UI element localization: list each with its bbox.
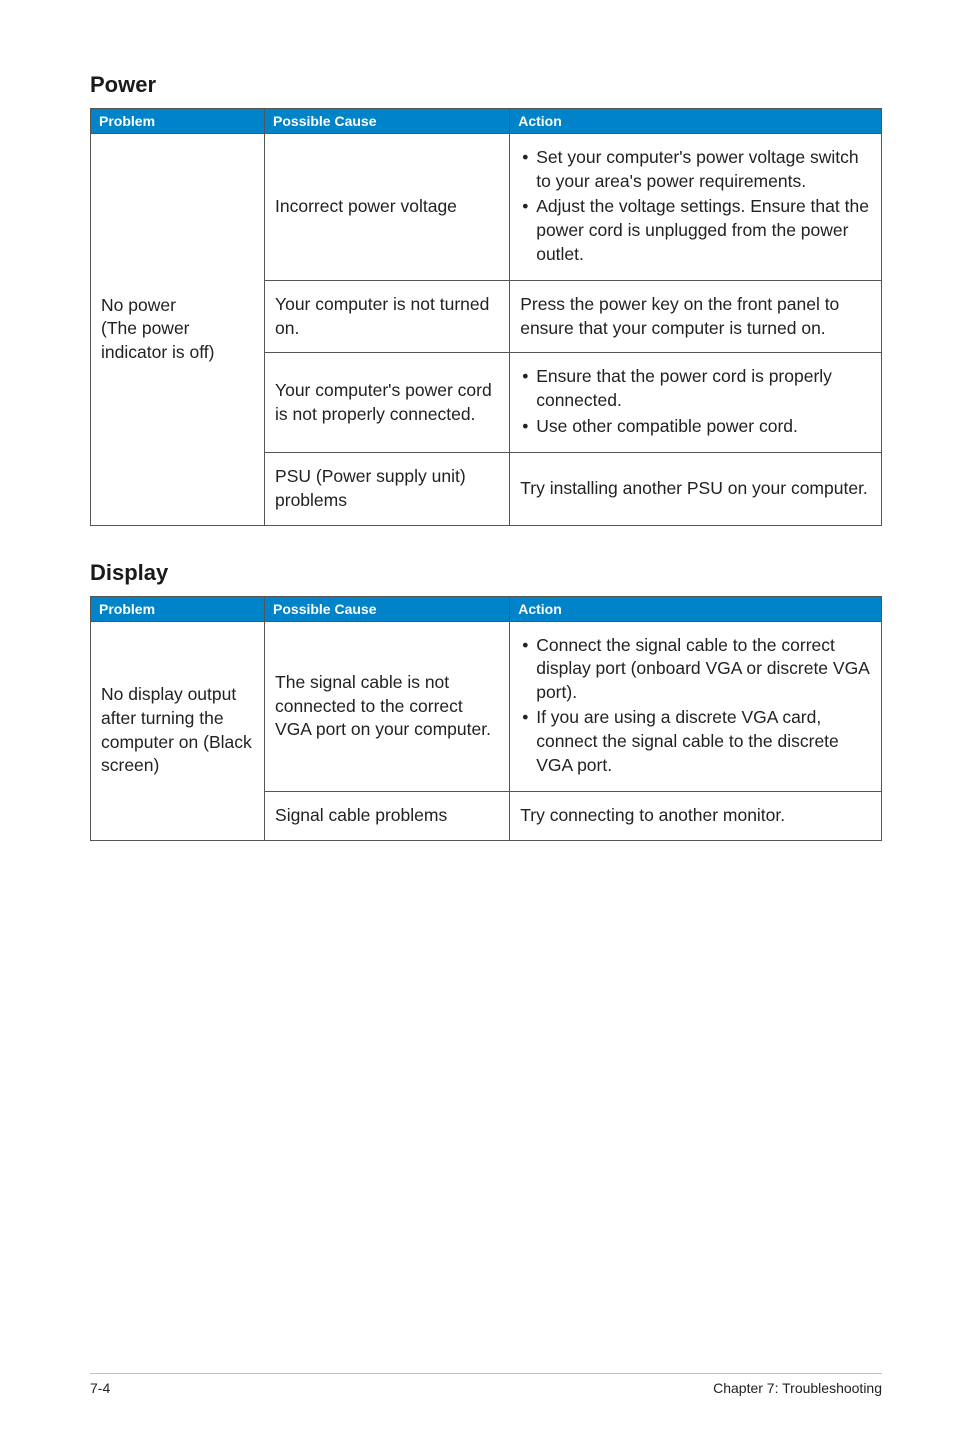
cell-cause: Incorrect power voltage [265,134,510,281]
col-header-action: Action [510,109,882,134]
page: Power Problem Possible Cause Action No p… [0,0,954,1438]
cell-cause: Your computer's power cord is not proper… [265,353,510,453]
page-footer: 7-4 Chapter 7: Troubleshooting [90,1373,882,1396]
cell-action: Connect the signal cable to the correct … [510,621,882,792]
action-list: Connect the signal cable to the correct … [520,634,871,778]
section-heading-display: Display [90,560,882,586]
table-header-row: Problem Possible Cause Action [91,109,882,134]
list-item: Adjust the voltage settings. Ensure that… [520,195,871,266]
cell-cause: Signal cable problems [265,792,510,841]
table-header-row: Problem Possible Cause Action [91,596,882,621]
cell-problem: No power(The power indicator is off) [91,134,265,526]
action-list: Set your computer's power voltage switch… [520,146,871,266]
cell-action: Press the power key on the front panel t… [510,281,882,353]
display-table: Problem Possible Cause Action No display… [90,596,882,841]
chapter-label: Chapter 7: Troubleshooting [713,1380,882,1396]
cell-action: Set your computer's power voltage switch… [510,134,882,281]
cell-action: Try installing another PSU on your compu… [510,453,882,525]
list-item: If you are using a discrete VGA card, co… [520,706,871,777]
page-number: 7-4 [90,1380,110,1396]
action-list: Ensure that the power cord is properly c… [520,365,871,438]
section-heading-power: Power [90,72,882,98]
table-row: No power(The power indicator is off) Inc… [91,134,882,281]
text: No power(The power indicator is off) [101,295,214,362]
col-header-action: Action [510,596,882,621]
cell-cause: Your computer is not turned on. [265,281,510,353]
col-header-problem: Problem [91,109,265,134]
list-item: Use other compatible power cord. [520,415,871,439]
list-item: Ensure that the power cord is properly c… [520,365,871,412]
list-item: Connect the signal cable to the correct … [520,634,871,705]
cell-action: Ensure that the power cord is properly c… [510,353,882,453]
col-header-cause: Possible Cause [265,596,510,621]
table-row: No display output after turning the comp… [91,621,882,792]
col-header-problem: Problem [91,596,265,621]
cell-problem: No display output after turning the comp… [91,621,265,840]
col-header-cause: Possible Cause [265,109,510,134]
cell-cause: PSU (Power supply unit) problems [265,453,510,525]
cell-action: Try connecting to another monitor. [510,792,882,841]
cell-cause: The signal cable is not connected to the… [265,621,510,792]
list-item: Set your computer's power voltage switch… [520,146,871,193]
power-table: Problem Possible Cause Action No power(T… [90,108,882,526]
